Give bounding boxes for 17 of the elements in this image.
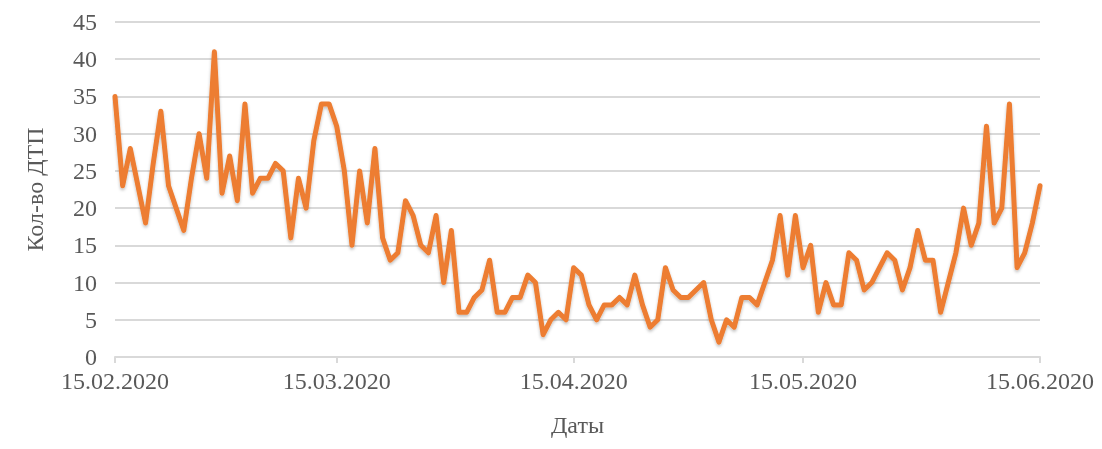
x-tick-label: 15.04.2020 (519, 368, 628, 394)
x-tick-label: 15.06.2020 (986, 368, 1094, 394)
y-tick-label: 40 (73, 46, 97, 73)
y-tick-label: 0 (85, 344, 97, 370)
x-tick-label: 15.02.2020 (61, 368, 169, 394)
y-tick-label: 10 (73, 269, 97, 296)
y-tick-label: 20 (73, 195, 97, 222)
y-tick-label: 5 (85, 306, 97, 333)
y-tick-label: 45 (73, 9, 97, 35)
x-tick-label: 15.03.2020 (282, 368, 391, 394)
x-tick-label: 15.05.2020 (749, 368, 858, 394)
y-tick-label: 35 (73, 83, 97, 110)
y-tick-label: 25 (73, 157, 97, 184)
x-axis-title: Даты (550, 412, 605, 438)
y-tick-label: 30 (73, 120, 97, 147)
y-tick-label: 15 (73, 232, 97, 259)
y-axis-title: Кол-во ДТП (22, 127, 48, 252)
